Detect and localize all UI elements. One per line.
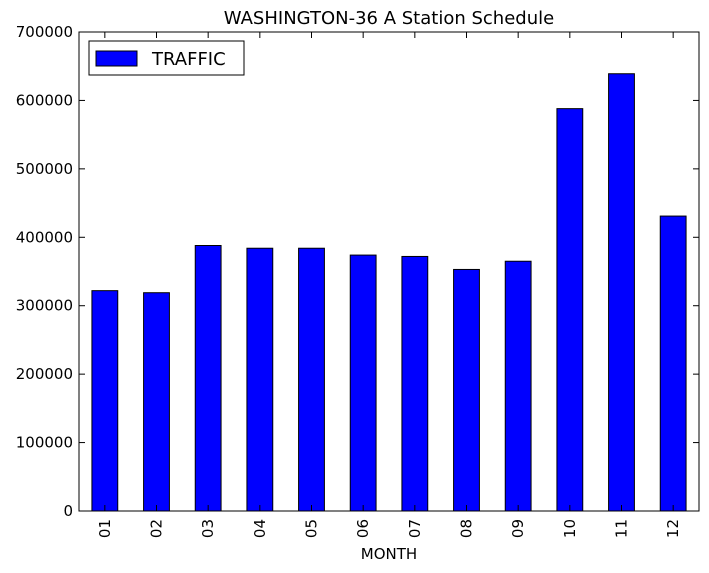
y-tick-label: 400000 xyxy=(16,228,73,246)
bar-10 xyxy=(556,108,584,512)
bars-group xyxy=(91,73,687,512)
x-tick-label: 02 xyxy=(148,519,166,538)
legend-swatch xyxy=(95,50,138,67)
x-tick-label: 03 xyxy=(199,519,217,538)
bar-04 xyxy=(246,247,274,512)
x-tick-label: 09 xyxy=(509,519,527,538)
bar-08 xyxy=(453,268,480,512)
x-tick-label: 01 xyxy=(96,519,114,538)
y-axis: 0 100000 200000 300000 400000 500000 600000 700… xyxy=(16,23,699,520)
x-axis: 01 02 03 04 05 06 07 08 09 10 11 12 xyxy=(96,32,682,538)
bar-09 xyxy=(504,260,532,512)
bar-12 xyxy=(659,215,687,512)
y-tick-label: 0 xyxy=(63,502,73,520)
bar-01 xyxy=(91,290,119,512)
x-tick-label: 04 xyxy=(251,519,269,538)
y-tick-label: 500000 xyxy=(16,160,73,178)
bar-07 xyxy=(401,255,429,512)
x-tick-label: 10 xyxy=(561,519,579,538)
y-tick-label: 200000 xyxy=(16,365,73,383)
y-tick-label: 100000 xyxy=(16,434,73,452)
y-tick-label: 300000 xyxy=(16,297,73,315)
x-axis-label: MONTH xyxy=(361,545,417,563)
legend-label-traffic: TRAFFIC xyxy=(151,49,226,70)
x-tick-label: 12 xyxy=(664,519,682,538)
x-tick-label: 05 xyxy=(303,519,321,538)
legend: TRAFFIC xyxy=(88,40,245,76)
bar-02 xyxy=(143,292,170,512)
bar-05 xyxy=(298,247,325,512)
y-tick-label: 600000 xyxy=(16,91,73,109)
y-tick-label: 700000 xyxy=(16,23,73,41)
x-tick-label: 07 xyxy=(406,519,424,538)
x-tick-label: 11 xyxy=(613,519,631,538)
bar-11 xyxy=(608,73,635,512)
plot-frame xyxy=(78,31,700,512)
chart-title: WASHINGTON-36 A Station Schedule xyxy=(224,8,554,29)
x-tick-label: 08 xyxy=(458,519,476,538)
bar-03 xyxy=(194,245,222,512)
x-tick-label: 06 xyxy=(354,519,372,538)
bar-06 xyxy=(349,254,377,512)
